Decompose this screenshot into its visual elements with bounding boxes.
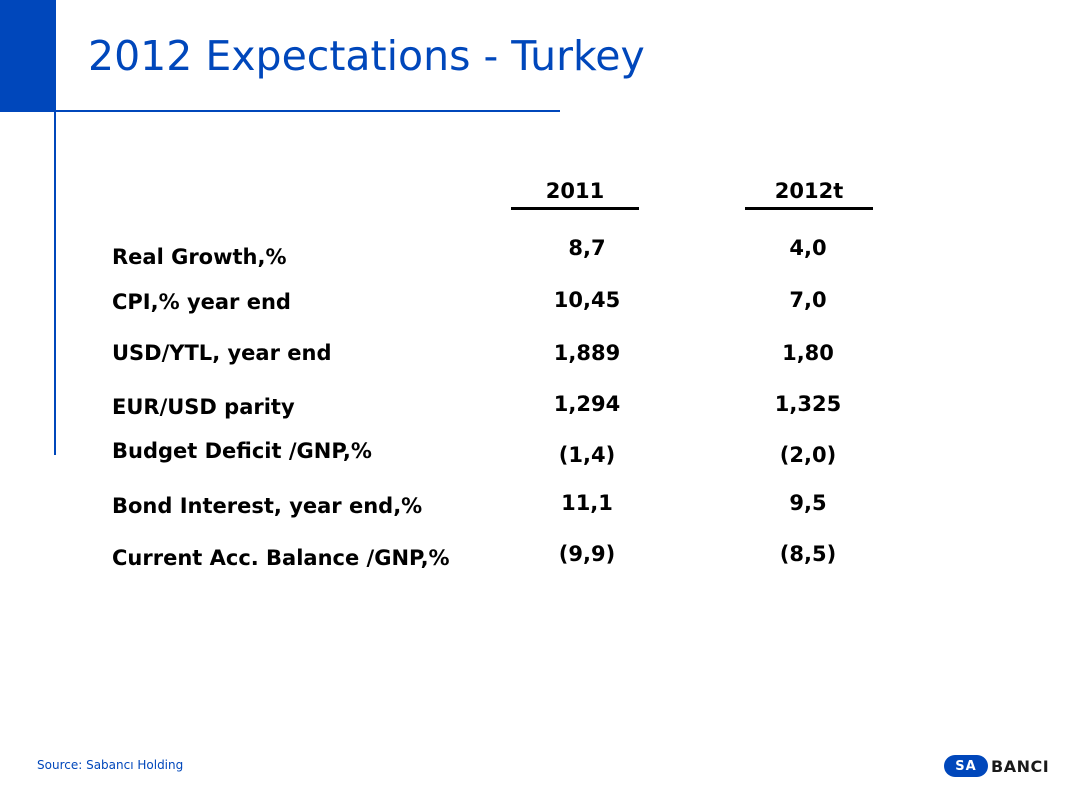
cell-budget-deficit-2011: (1,4) (558, 443, 616, 467)
cell-current-account-2011: (9,9) (558, 542, 616, 566)
cell-bond-interest-2012t: 9,5 (789, 491, 827, 515)
column-header-underline (511, 207, 639, 210)
cell-bond-interest-2011: 11,1 (561, 491, 613, 515)
cell-eur-usd-2012t: 1,325 (774, 392, 842, 416)
row-label-eur-usd: EUR/USD parity (112, 395, 295, 419)
page-title: 2012 Expectations - Turkey (88, 32, 645, 80)
left-accent-rule (54, 112, 56, 455)
cell-usd-ytl-2012t: 1,80 (782, 341, 834, 365)
cell-current-account-2012t: (8,5) (779, 542, 837, 566)
column-header-2011: 2011 (545, 179, 605, 203)
column-header-underline (745, 207, 873, 210)
accent-block (0, 0, 56, 112)
cell-eur-usd-2011: 1,294 (553, 392, 621, 416)
row-label-usd-ytl: USD/YTL, year end (112, 341, 332, 365)
row-label-cpi: CPI,% year end (112, 290, 291, 314)
logo-text: BANCI (991, 756, 1050, 776)
logo-badge: SA (944, 755, 988, 777)
source-note: Source: Sabancı Holding (37, 758, 184, 772)
row-label-current-account: Current Acc. Balance /GNP,% (112, 546, 450, 570)
sabanci-logo: SA BANCI (944, 755, 1049, 777)
title-underline (56, 110, 560, 112)
cell-budget-deficit-2012t: (2,0) (779, 443, 837, 467)
cell-real-growth-2012t: 4,0 (789, 236, 827, 260)
cell-cpi-2012t: 7,0 (789, 288, 827, 312)
column-header-2012t: 2012t (774, 179, 844, 203)
cell-cpi-2011: 10,45 (553, 288, 621, 312)
row-label-bond-interest: Bond Interest, year end,% (112, 494, 423, 518)
cell-real-growth-2011: 8,7 (568, 236, 606, 260)
row-label-real-growth: Real Growth,% (112, 245, 287, 269)
row-label-budget-deficit: Budget Deficit /GNP,% (112, 439, 372, 463)
cell-usd-ytl-2011: 1,889 (553, 341, 621, 365)
